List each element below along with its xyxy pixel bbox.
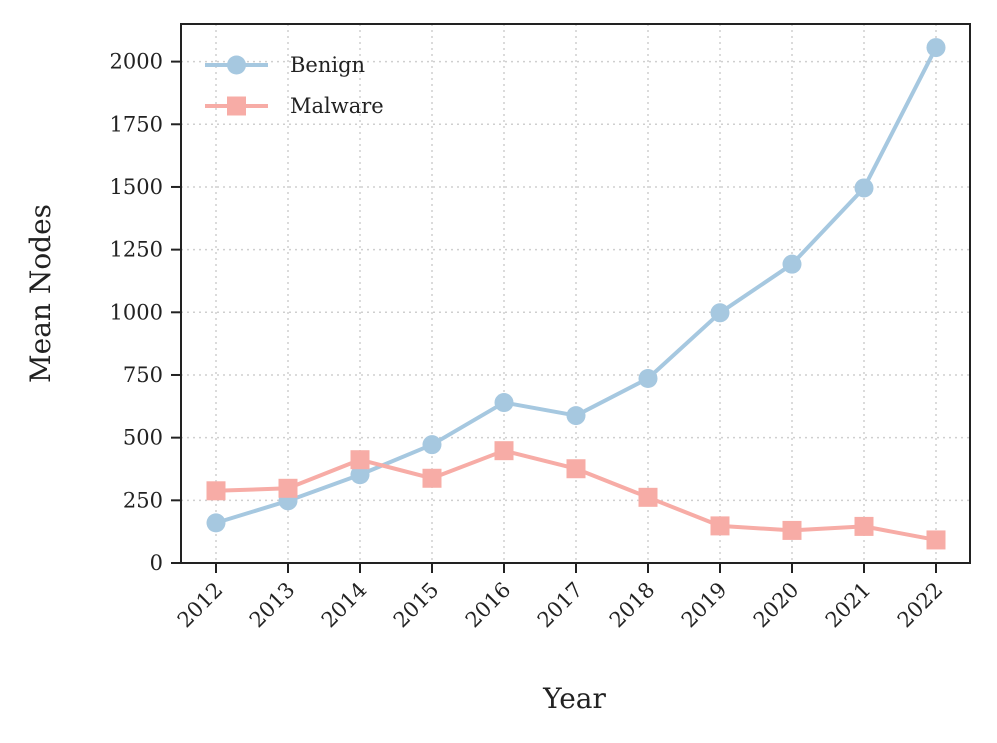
y-tick-label: 1750: [110, 112, 163, 136]
x-tick-label: 2016: [461, 578, 516, 633]
y-tick-label: 1000: [110, 300, 163, 324]
x-tick-label: 2017: [533, 578, 588, 633]
data-point-malware: [422, 468, 442, 488]
y-axis-title: Mean Nodes: [24, 204, 57, 383]
y-tick-label: 1500: [110, 175, 163, 199]
data-point-malware: [494, 441, 514, 461]
x-tick-label: 2013: [245, 578, 300, 633]
data-point-benign: [566, 406, 586, 426]
data-point-benign: [422, 435, 442, 455]
data-point-malware: [566, 459, 586, 479]
data-point-malware: [782, 520, 802, 540]
y-tick-label: 0: [150, 551, 163, 575]
x-tick-label: 2018: [605, 578, 660, 633]
series-malware: [206, 441, 946, 550]
data-point-benign: [710, 303, 730, 323]
x-tick-label: 2012: [173, 578, 228, 633]
data-point-benign: [854, 178, 874, 198]
y-tick-label: 250: [123, 488, 163, 512]
series-benign: [206, 38, 946, 533]
y-tick-label: 750: [123, 363, 163, 387]
data-point-malware: [638, 487, 658, 507]
x-tick-label: 2019: [677, 578, 732, 633]
y-axis: 0 250 500 750 1000 1250 1500 1750 2000: [110, 50, 181, 575]
legend-square-marker: [227, 96, 246, 116]
x-tick-label: 2015: [389, 578, 444, 633]
x-tick-label: 2021: [821, 578, 876, 633]
x-tick-label: 2014: [317, 578, 372, 633]
legend-label: Malware: [290, 94, 384, 118]
data-point-malware: [710, 516, 730, 536]
data-point-malware: [278, 478, 298, 498]
legend-item-benign: Benign: [205, 53, 365, 77]
x-tick-label: 2022: [893, 578, 948, 633]
x-axis-title: Year: [542, 682, 606, 715]
legend: Benign Malware: [205, 53, 384, 118]
data-point-malware: [926, 530, 946, 550]
data-point-benign: [494, 393, 514, 413]
data-point-malware: [854, 516, 874, 536]
data-point-benign: [206, 513, 226, 533]
y-tick-label: 2000: [110, 50, 163, 74]
legend-circle-marker: [227, 55, 246, 75]
data-point-benign: [638, 368, 658, 388]
series-layer: [206, 38, 946, 550]
legend-label: Benign: [290, 53, 365, 77]
legend-item-malware: Malware: [205, 94, 384, 118]
data-point-benign: [926, 38, 946, 58]
data-point-benign: [782, 254, 802, 274]
data-point-benign: [350, 465, 370, 485]
y-tick-label: 1250: [110, 238, 163, 262]
data-point-malware: [206, 481, 226, 501]
x-tick-label: 2020: [749, 578, 804, 633]
data-point-malware: [350, 450, 370, 470]
x-axis: 2012 2013 2014 2015 2016 2017 2018 2019 2020 2021…: [173, 563, 948, 632]
y-tick-label: 500: [123, 426, 163, 450]
